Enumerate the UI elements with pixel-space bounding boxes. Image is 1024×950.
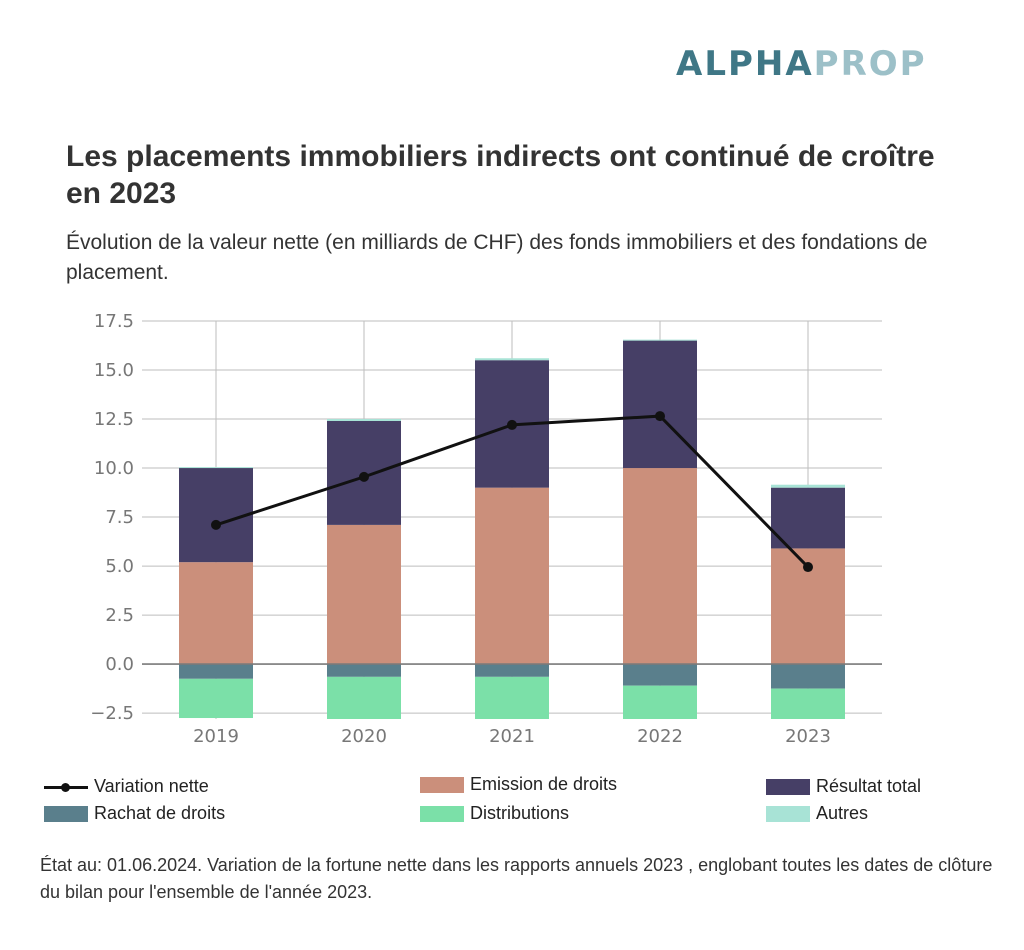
bar-distributions-2020 — [327, 676, 401, 719]
bar-autres-2023 — [771, 484, 845, 488]
bar-resultat-2023 — [771, 487, 845, 549]
legend-item-resultat: Résultat total — [766, 776, 921, 797]
legend-swatch-distributions — [420, 805, 464, 822]
bar-emission-2022 — [623, 468, 697, 665]
legend-item-autres: Autres — [766, 803, 868, 824]
variation-point-2022 — [655, 411, 665, 422]
x-tick-label: 2022 — [637, 726, 683, 747]
legend-item-distributions: Distributions — [420, 803, 569, 824]
bar-autres-2022 — [623, 339, 697, 341]
bar-rachat-2019 — [179, 664, 253, 679]
logo-part-alpha: ALPHA — [676, 44, 814, 84]
legend-label-variation: Variation nette — [94, 776, 209, 796]
legend-item-emission: Emission de droits — [420, 774, 617, 795]
bar-autres-2020 — [327, 419, 401, 421]
bar-autres-2021 — [475, 358, 549, 361]
bar-distributions-2021 — [475, 676, 549, 719]
legend-item-rachat: Rachat de droits — [44, 803, 225, 824]
bar-emission-2019 — [179, 562, 253, 665]
variation-point-2021 — [507, 419, 517, 430]
x-tick-label: 2021 — [489, 726, 535, 747]
bar-emission-2021 — [475, 487, 549, 665]
net-variation-line — [211, 411, 813, 573]
bar-resultat-2022 — [623, 340, 697, 469]
legend-item-variation: Variation nette — [44, 776, 209, 797]
y-axis-ticks: −2.5 0.0 2.5 5.0 7.5 10.0 12.5 15.0 17.5 — [90, 311, 134, 724]
chart-bars — [179, 339, 845, 719]
bar-rachat-2020 — [327, 664, 401, 677]
bar-distributions-2023 — [771, 688, 845, 719]
variation-point-2020 — [359, 471, 369, 482]
legend-label-resultat: Résultat total — [816, 776, 922, 796]
logo-part-prop: PROP — [813, 44, 927, 84]
variation-point-2019 — [211, 519, 221, 530]
chart-legend: Variation nette Rachat de droits Emissio… — [40, 770, 1000, 830]
bar-rachat-2023 — [771, 664, 845, 689]
variation-point-2023 — [803, 562, 813, 573]
x-axis-ticks: 2019 2020 2021 2022 2023 — [193, 726, 831, 747]
bar-distributions-2019 — [179, 678, 253, 719]
line-marker-icon — [44, 779, 88, 795]
chart-title: Les placements immobiliers indirects ont… — [66, 140, 935, 210]
y-tick-label: 12.5 — [94, 409, 134, 430]
x-tick-label: 2023 — [785, 726, 831, 747]
y-tick-label: 10.0 — [94, 458, 134, 479]
y-tick-label: 17.5 — [94, 311, 134, 332]
y-tick-label: 5.0 — [105, 556, 134, 577]
y-tick-label: 7.5 — [105, 507, 134, 528]
bar-autres-2019 — [179, 467, 253, 469]
legend-label-autres: Autres — [816, 803, 869, 823]
legend-swatch-resultat — [766, 778, 810, 795]
legend-label-distributions: Distributions — [470, 803, 570, 823]
y-tick-label: −2.5 — [90, 703, 134, 724]
chart-subtitle: Évolution de la valeur nette (en milliar… — [66, 231, 928, 284]
footnote: État au: 01.06.2024. Variation de la for… — [40, 855, 993, 902]
y-tick-label: 0.0 — [105, 654, 134, 675]
bar-resultat-2019 — [179, 468, 253, 563]
legend-swatch-emission — [420, 776, 464, 793]
stacked-bar-chart: −2.5 0.0 2.5 5.0 7.5 10.0 12.5 15.0 17.5 2019 202… — [90, 311, 882, 747]
legend-label-rachat: Rachat de droits — [94, 803, 226, 823]
legend-swatch-rachat — [44, 805, 88, 822]
legend-label-emission: Emission de droits — [470, 774, 618, 794]
alphaprop-logo: ALPHAPROP — [676, 44, 927, 84]
x-tick-label: 2020 — [341, 726, 387, 747]
x-tick-label: 2019 — [193, 726, 239, 747]
y-tick-label: 15.0 — [94, 360, 134, 381]
bar-emission-2020 — [327, 524, 401, 665]
legend-swatch-autres — [766, 805, 810, 822]
bar-distributions-2022 — [623, 685, 697, 719]
y-tick-label: 2.5 — [105, 605, 134, 626]
bar-rachat-2022 — [623, 664, 697, 686]
bar-rachat-2021 — [475, 664, 549, 677]
